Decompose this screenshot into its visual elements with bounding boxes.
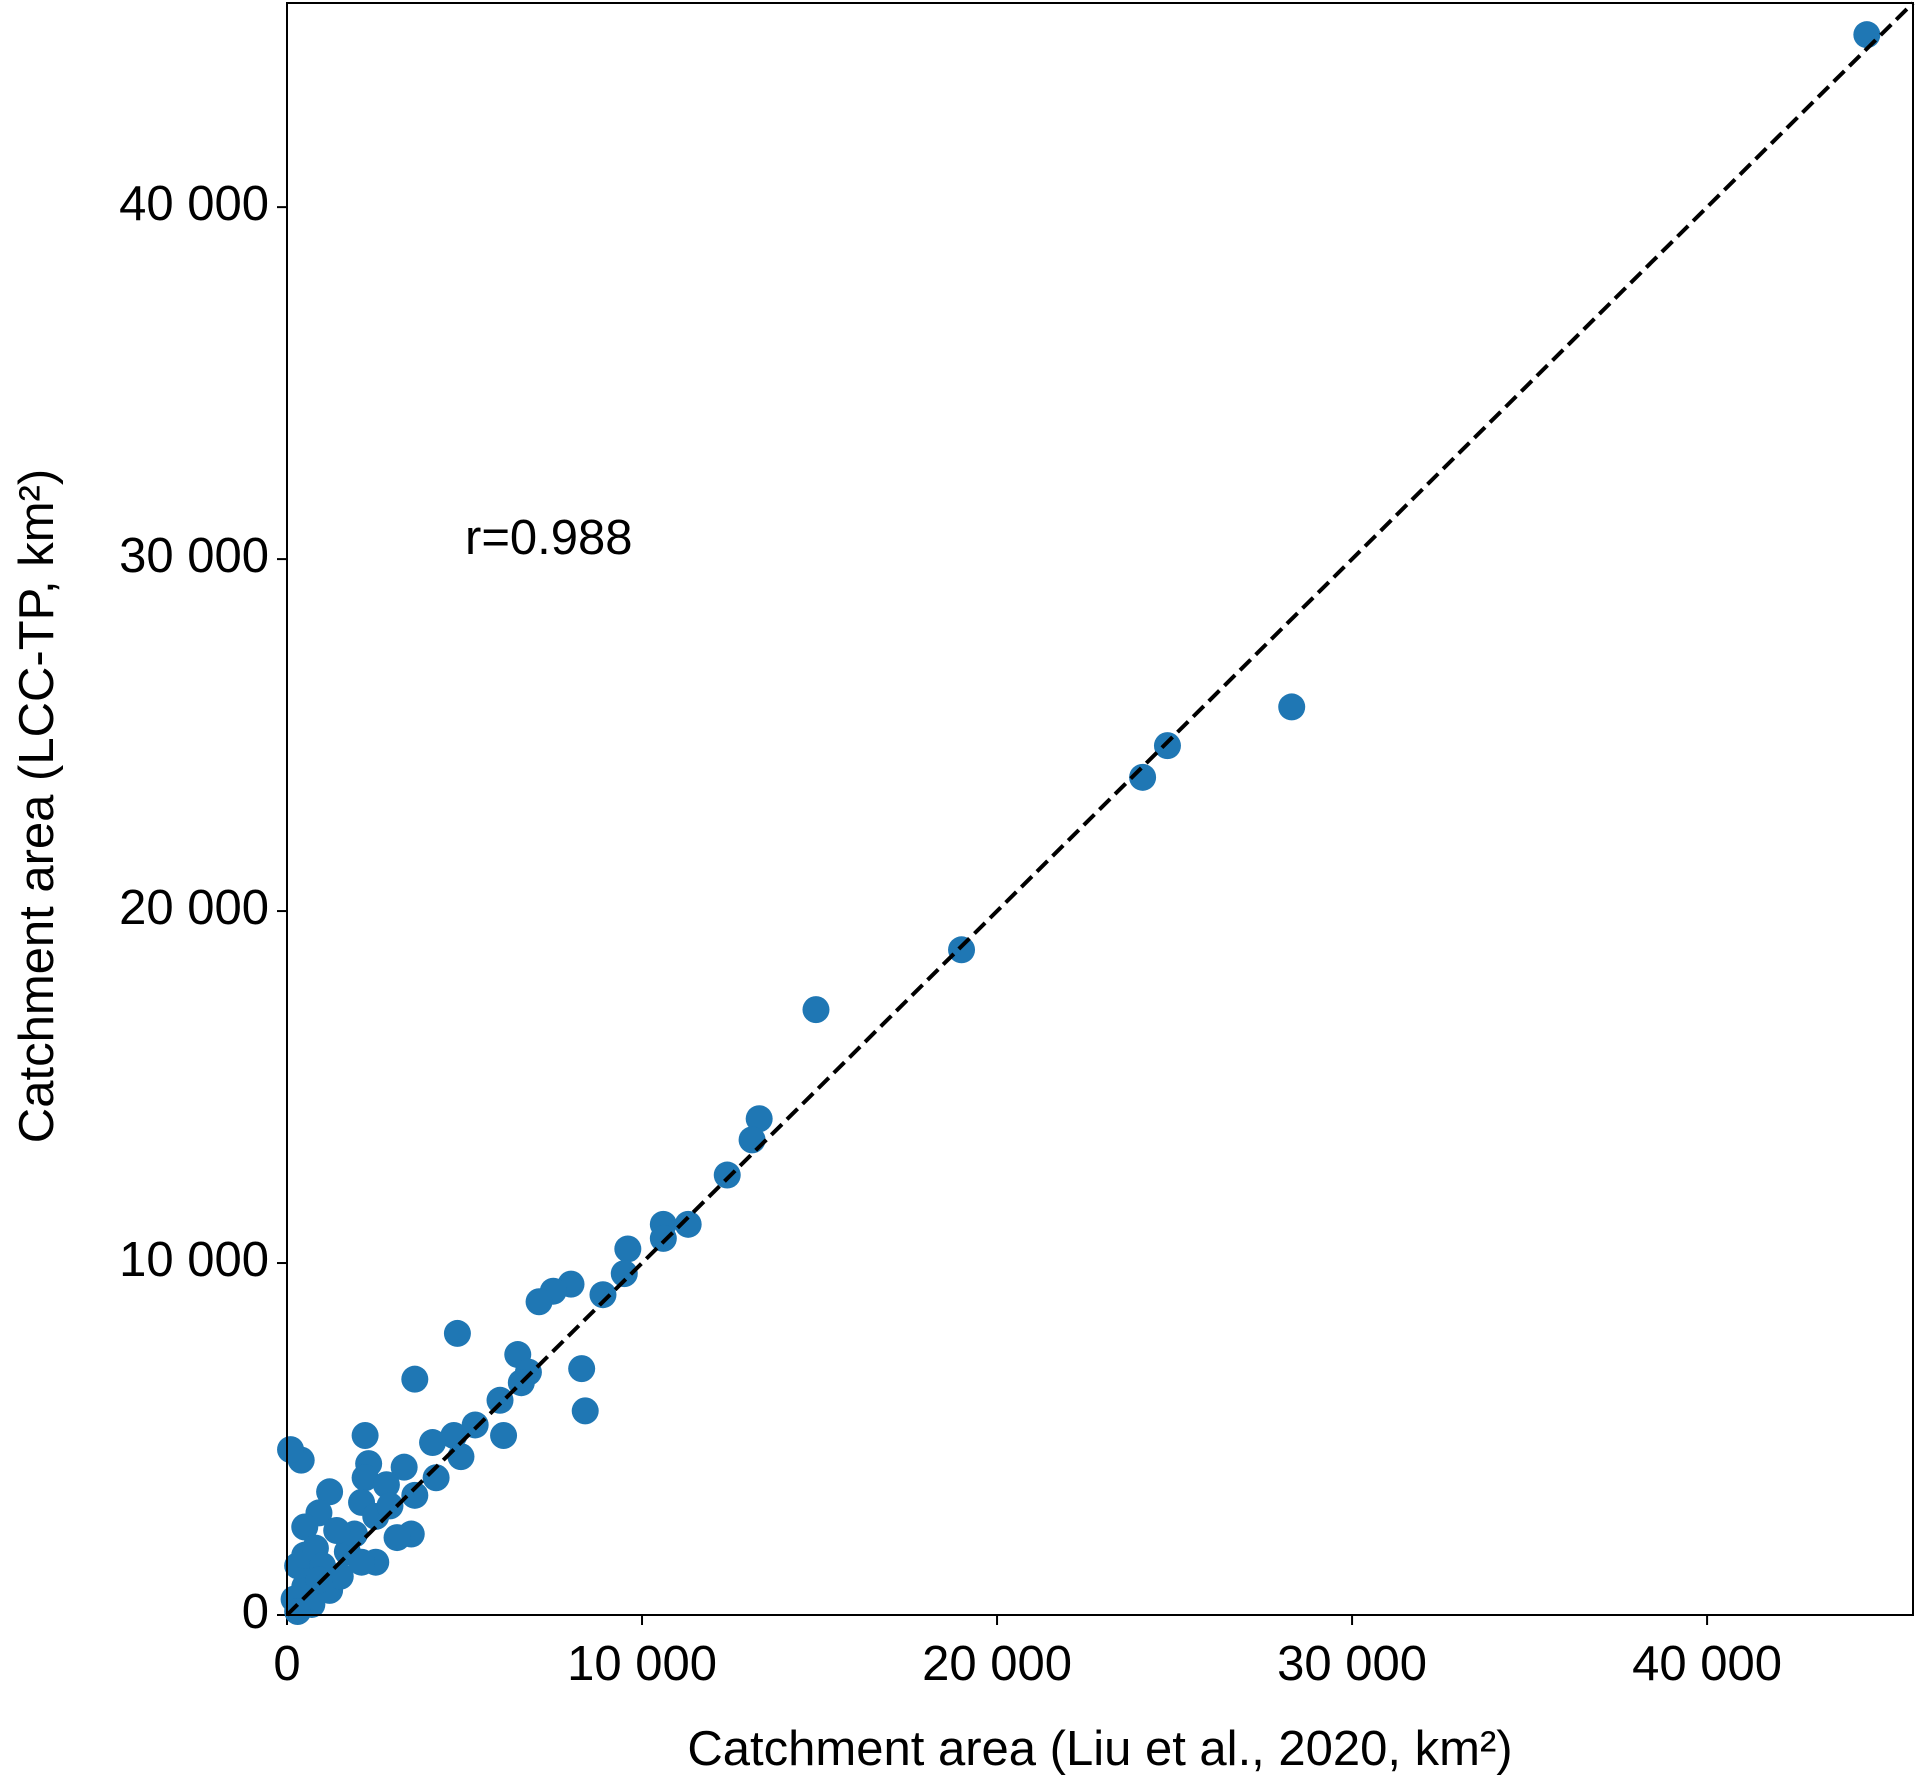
y-tick-label: 40 000 xyxy=(119,177,269,231)
point xyxy=(490,1421,518,1449)
point xyxy=(323,1517,351,1545)
x-tick-label: 0 xyxy=(273,1637,300,1691)
x-tick-label: 40 000 xyxy=(1632,1637,1782,1691)
point xyxy=(422,1464,450,1492)
point xyxy=(1853,21,1881,49)
point xyxy=(571,1397,599,1425)
annotation: r=0.988 xyxy=(465,511,633,565)
x-axis-label: Catchment area (Liu et al., 2020, km²) xyxy=(687,1722,1512,1776)
y-tick-label: 10 000 xyxy=(119,1233,269,1287)
x-tick-label: 10 000 xyxy=(567,1637,717,1691)
point xyxy=(802,996,830,1024)
point xyxy=(1153,732,1181,760)
point xyxy=(948,936,976,964)
point xyxy=(610,1260,638,1288)
point xyxy=(649,1224,677,1252)
point xyxy=(401,1481,429,1509)
identity-line xyxy=(285,1,1915,1617)
y-tick-label: 20 000 xyxy=(119,881,269,935)
point xyxy=(372,1471,400,1499)
point xyxy=(461,1411,489,1439)
point xyxy=(1129,763,1157,791)
point xyxy=(447,1443,475,1471)
point xyxy=(351,1464,379,1492)
point xyxy=(326,1562,354,1590)
point xyxy=(376,1492,404,1520)
point xyxy=(284,1597,312,1625)
point xyxy=(525,1288,553,1316)
point xyxy=(277,1436,305,1464)
point xyxy=(351,1421,379,1449)
point xyxy=(589,1281,617,1309)
point xyxy=(305,1566,333,1594)
point xyxy=(443,1319,471,1347)
point xyxy=(291,1513,319,1541)
point xyxy=(713,1161,741,1189)
point xyxy=(390,1453,418,1481)
point xyxy=(1278,693,1306,721)
point xyxy=(614,1235,642,1263)
y-axis-label: Catchment area (LCC-TP, km²) xyxy=(10,469,64,1143)
point xyxy=(348,1548,376,1576)
point xyxy=(316,1478,344,1506)
point xyxy=(568,1355,596,1383)
point xyxy=(674,1210,702,1238)
y-tick-label: 0 xyxy=(242,1585,269,1639)
point xyxy=(738,1126,766,1154)
point xyxy=(401,1365,429,1393)
point xyxy=(419,1429,447,1457)
x-tick-label: 30 000 xyxy=(1277,1637,1427,1691)
plot-frame xyxy=(286,2,1914,1616)
point xyxy=(486,1386,514,1414)
x-tick-label: 20 000 xyxy=(922,1637,1072,1691)
point xyxy=(383,1524,411,1552)
y-tick-label: 30 000 xyxy=(119,529,269,583)
point xyxy=(745,1105,773,1133)
